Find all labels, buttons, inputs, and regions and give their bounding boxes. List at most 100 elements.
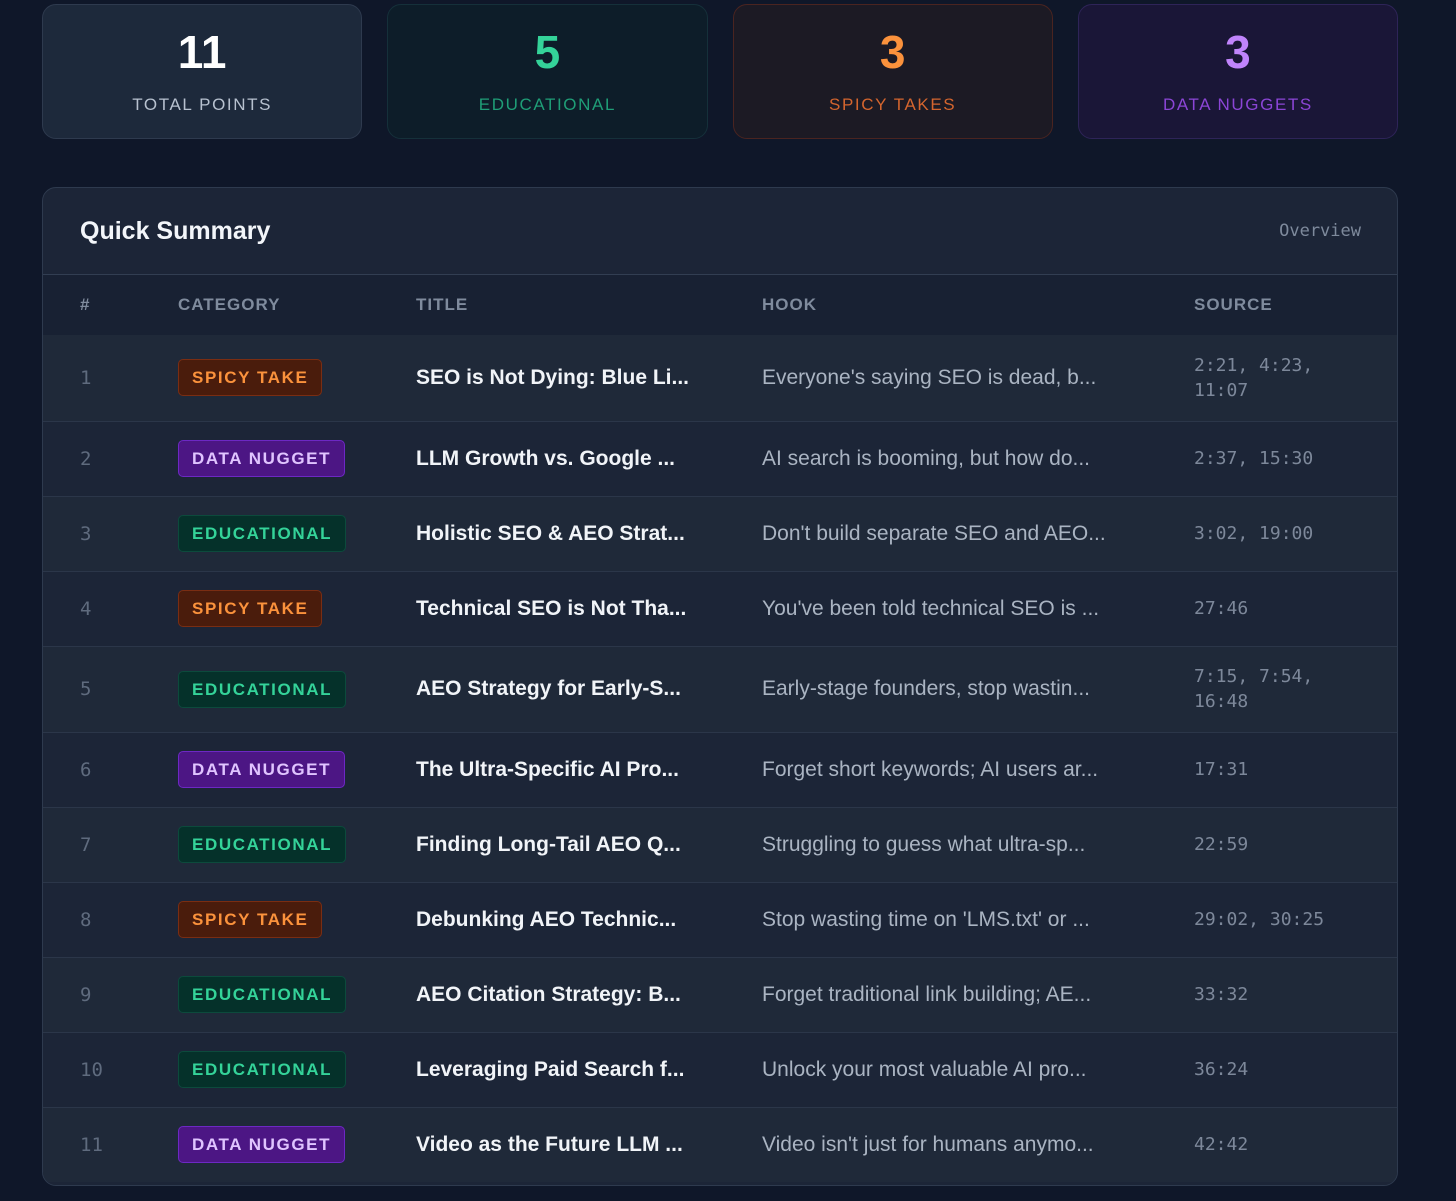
row-source: 42:42 [1194, 1134, 1249, 1156]
row-title: Holistic SEO & AEO Strat... [416, 521, 685, 545]
category-badge: EDUCATIONAL [178, 826, 347, 863]
column-header-source[interactable]: SOURCE [1194, 295, 1273, 314]
row-source: 22:59 [1194, 834, 1249, 855]
row-title: Technical SEO is Not Tha... [416, 596, 687, 620]
category-cell: EDUCATIONAL [178, 807, 416, 882]
table-row[interactable]: 6 DATA NUGGET The Ultra-Specific AI Pro...… [43, 732, 1397, 807]
row-number: 5 [80, 678, 92, 700]
row-hook: Forget traditional link building; AE... [762, 982, 1092, 1006]
stat-value: 5 [534, 25, 561, 78]
table-row[interactable]: 11 DATA NUGGET Video as the Future LLM ...… [43, 1107, 1397, 1182]
row-title: Leveraging Paid Search f... [416, 1057, 685, 1081]
row-hook: Stop wasting time on 'LMS.txt' or ... [762, 907, 1090, 931]
row-source: 2:21, 4:23, 11:07 [1194, 354, 1314, 401]
category-cell: EDUCATIONAL [178, 496, 416, 571]
category-badge: DATA NUGGET [178, 1126, 346, 1164]
panel-header: Quick Summary Overview [43, 188, 1397, 275]
row-source: 33:32 [1194, 984, 1249, 1005]
row-title: Debunking AEO Technic... [416, 907, 677, 931]
row-title: LLM Growth vs. Google ... [416, 446, 676, 470]
quick-summary-panel: Quick Summary Overview # CATEGORY TITLE … [42, 187, 1398, 1186]
row-number: 4 [80, 597, 92, 620]
category-cell: EDUCATIONAL [178, 1032, 416, 1107]
overview-label: Overview [1279, 221, 1361, 241]
row-number: 3 [80, 522, 92, 545]
row-number: 8 [80, 908, 92, 931]
row-number: 2 [80, 447, 92, 470]
row-hook: Forget short keywords; AI users ar... [762, 757, 1099, 781]
row-number: 11 [80, 1133, 103, 1156]
stats-row: 11 TOTAL POINTS 5 EDUCATIONAL 3 SPICY TA… [42, 4, 1398, 139]
row-number: 9 [80, 983, 92, 1006]
stat-value: 11 [177, 25, 227, 78]
row-title: SEO is Not Dying: Blue Li... [416, 365, 690, 389]
stat-label: TOTAL POINTS [132, 94, 273, 114]
row-source: 3:02, 19:00 [1194, 523, 1314, 544]
table-row[interactable]: 5 EDUCATIONAL AEO Strategy for Early-S... E… [43, 646, 1397, 732]
row-hook: You've been told technical SEO is ... [762, 596, 1100, 620]
table-row[interactable]: 4 SPICY TAKE Technical SEO is Not Tha... Yo… [43, 571, 1397, 646]
stat-value: 3 [879, 25, 906, 78]
table-header-row: # CATEGORY TITLE HOOK SOURCE [43, 275, 1397, 335]
category-badge: DATA NUGGET [178, 440, 346, 477]
category-cell: SPICY TAKE [178, 571, 416, 646]
category-badge: EDUCATIONAL [178, 976, 347, 1013]
row-source: 7:15, 7:54, 16:48 [1194, 666, 1314, 712]
row-source: 29:02, 30:25 [1194, 909, 1325, 930]
row-hook: AI search is booming, but how do... [762, 446, 1091, 470]
category-badge: DATA NUGGET [178, 751, 346, 788]
table-row[interactable]: 7 EDUCATIONAL Finding Long-Tail AEO Q... St… [43, 807, 1397, 882]
stat-card-spicy-takes: 3 SPICY TAKES [732, 4, 1053, 139]
row-source: 36:24 [1194, 1059, 1249, 1080]
row-title: Finding Long-Tail AEO Q... [416, 832, 681, 856]
category-cell: DATA NUGGET [178, 1107, 416, 1182]
category-cell: SPICY TAKE [178, 335, 416, 421]
panel-title: Quick Summary [80, 216, 271, 245]
column-header-num[interactable]: # [80, 295, 91, 314]
row-source: 17:31 [1194, 759, 1249, 780]
summary-table: # CATEGORY TITLE HOOK SOURCE 1 SPICY TAKE… [43, 275, 1397, 1182]
row-number: 10 [80, 1058, 103, 1081]
table-body: 1 SPICY TAKE SEO is Not Dying: Blue Li... E… [43, 335, 1397, 1182]
category-cell: EDUCATIONAL [178, 646, 416, 732]
stat-label: EDUCATIONAL [478, 94, 616, 114]
table-row[interactable]: 2 DATA NUGGET LLM Growth vs. Google ... AI … [43, 421, 1397, 496]
column-header-hook[interactable]: HOOK [762, 295, 817, 314]
row-source: 27:46 [1194, 598, 1249, 619]
stat-card-data-nuggets: 3 DATA NUGGETS [1077, 4, 1398, 139]
category-badge: SPICY TAKE [178, 359, 323, 397]
stat-label: DATA NUGGETS [1162, 94, 1313, 114]
row-hook: Unlock your most valuable AI pro... [762, 1057, 1087, 1081]
row-hook: Struggling to guess what ultra-sp... [762, 832, 1086, 856]
table-row[interactable]: 1 SPICY TAKE SEO is Not Dying: Blue Li... E… [43, 335, 1397, 421]
row-source: 2:37, 15:30 [1194, 448, 1314, 469]
category-badge: EDUCATIONAL [178, 670, 347, 708]
row-number: 7 [80, 833, 92, 856]
stat-card-total-points: 11 TOTAL POINTS [42, 4, 363, 139]
row-title: The Ultra-Specific AI Pro... [416, 757, 679, 781]
category-badge: SPICY TAKE [178, 590, 323, 627]
table-row[interactable]: 9 EDUCATIONAL AEO Citation Strategy: B... F… [43, 957, 1397, 1032]
category-cell: SPICY TAKE [178, 882, 416, 957]
row-hook: Video isn't just for humans anymo... [762, 1132, 1094, 1156]
row-title: AEO Strategy for Early-S... [416, 677, 681, 700]
row-title: AEO Citation Strategy: B... [416, 982, 681, 1006]
category-badge: EDUCATIONAL [178, 1051, 347, 1088]
row-hook: Everyone's saying SEO is dead, b... [762, 365, 1097, 389]
column-header-title[interactable]: TITLE [416, 295, 469, 314]
table-row[interactable]: 10 EDUCATIONAL Leveraging Paid Search f...… [43, 1032, 1397, 1107]
category-cell: EDUCATIONAL [178, 957, 416, 1032]
table-row[interactable]: 8 SPICY TAKE Debunking AEO Technic... Stop … [43, 882, 1397, 957]
category-cell: DATA NUGGET [178, 732, 416, 807]
stat-card-educational: 5 EDUCATIONAL [387, 4, 708, 139]
row-number: 1 [80, 366, 92, 389]
table-row[interactable]: 3 EDUCATIONAL Holistic SEO & AEO Strat... D… [43, 496, 1397, 571]
row-title: Video as the Future LLM ... [416, 1132, 683, 1156]
row-hook: Early-stage founders, stop wastin... [762, 677, 1090, 700]
stat-label: SPICY TAKES [829, 94, 957, 114]
column-header-category[interactable]: CATEGORY [178, 295, 281, 314]
category-badge: EDUCATIONAL [178, 515, 347, 552]
row-hook: Don't build separate SEO and AEO... [762, 521, 1106, 545]
category-cell: DATA NUGGET [178, 421, 416, 496]
row-number: 6 [80, 758, 92, 781]
